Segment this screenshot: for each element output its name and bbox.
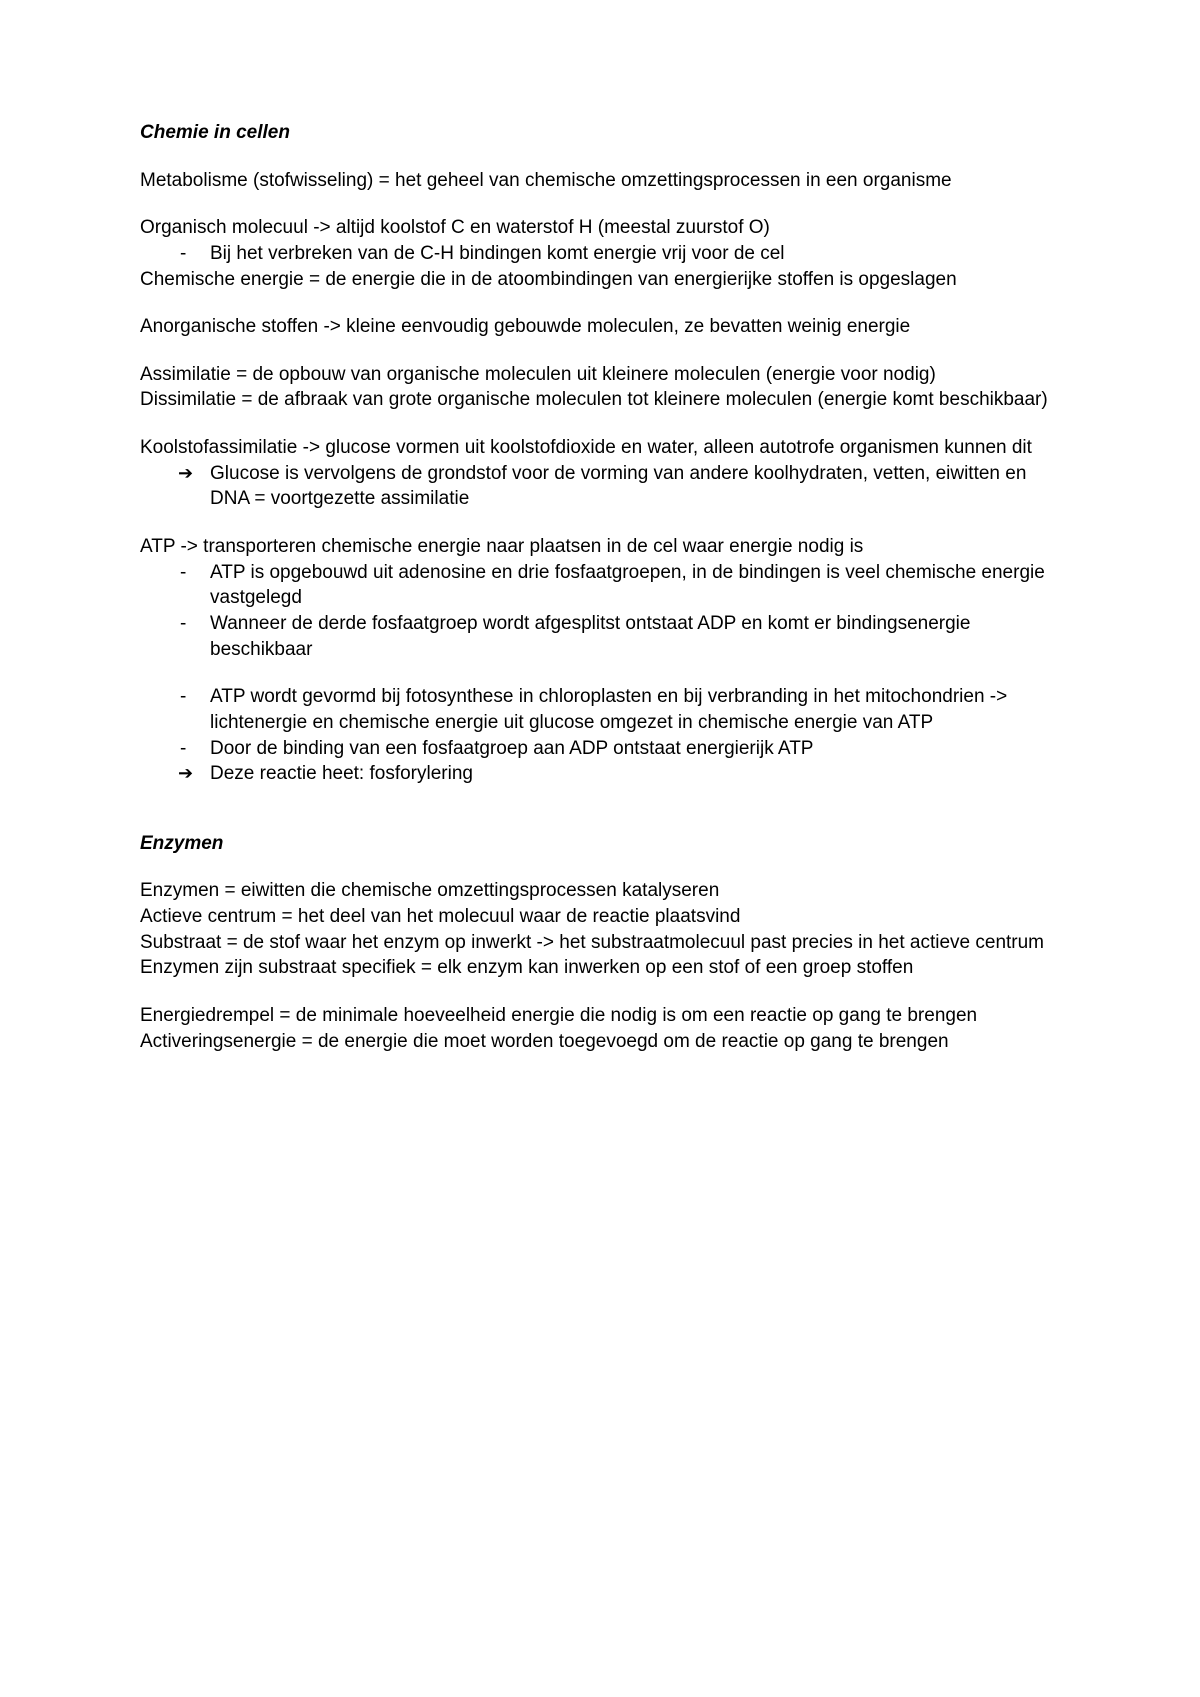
line-substraat: Substraat = de stof waar het enzym op in… — [140, 930, 1060, 956]
line-activeringsenergie: Activeringsenergie = de energie die moet… — [140, 1029, 1060, 1055]
paragraph-anorganische: Anorganische stoffen -> kleine eenvoudig… — [140, 314, 1060, 340]
line-koolstofassimilatie: Koolstofassimilatie -> glucose vormen ui… — [140, 435, 1060, 461]
list-atp-adp: Wanneer de derde fosfaatgroep wordt afge… — [140, 611, 1060, 662]
list-fosforylering: Deze reactie heet: fosforylering — [140, 761, 1060, 787]
line-substraat-specifiek: Enzymen zijn substraat specifiek = elk e… — [140, 955, 1060, 981]
list-atp-opbouw: ATP is opgebouwd uit adenosine en drie f… — [140, 560, 1060, 611]
paragraph-metabolisme: Metabolisme (stofwisseling) = het geheel… — [140, 168, 1060, 194]
line-atp-transport: ATP -> transporteren chemische energie n… — [140, 534, 1060, 560]
line-assimilatie: Assimilatie = de opbouw van organische m… — [140, 362, 1060, 388]
line-dissimilatie: Dissimilatie = de afbraak van grote orga… — [140, 387, 1060, 413]
sub-glucose-grondstof: Glucose is vervolgens de grondstof voor … — [140, 461, 1060, 512]
line-enzymen-def: Enzymen = eiwitten die chemische omzetti… — [140, 878, 1060, 904]
section-heading-chemie: Chemie in cellen — [140, 120, 1060, 146]
line-energiedrempel: Energiedrempel = de minimale hoeveelheid… — [140, 1003, 1060, 1029]
section-heading-enzymen: Enzymen — [140, 831, 1060, 857]
sub-ch-bindingen: Bij het verbreken van de C-H bindingen k… — [140, 241, 1060, 267]
list-atp-gevormd: ATP wordt gevormd bij fotosynthese in ch… — [140, 684, 1060, 735]
line-actieve-centrum: Actieve centrum = het deel van het molec… — [140, 904, 1060, 930]
list-atp-fosfaat: Door de binding van een fosfaatgroep aan… — [140, 736, 1060, 762]
line-chemische-energie: Chemische energie = de energie die in de… — [140, 267, 1060, 293]
line-organisch-molecuul: Organisch molecuul -> altijd koolstof C … — [140, 215, 1060, 241]
